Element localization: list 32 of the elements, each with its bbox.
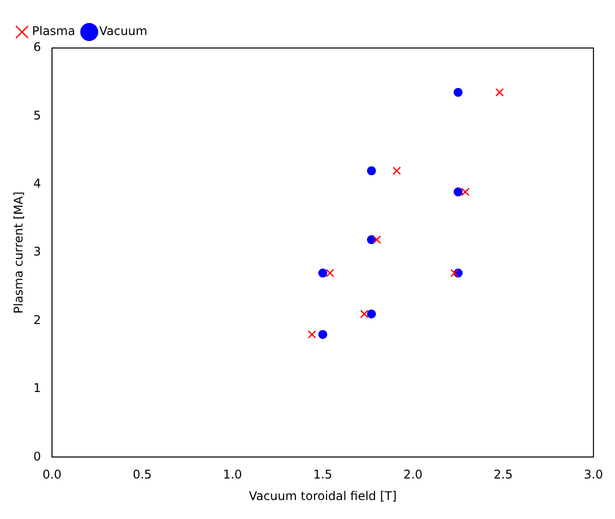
point [392, 166, 401, 175]
point [318, 330, 328, 339]
point [366, 166, 376, 176]
legend-label: Vacuum [99, 24, 148, 38]
legend-label: Plasma [32, 24, 76, 38]
y-tick-label: 5 [33, 108, 42, 122]
y-tick-label: 0 [33, 449, 42, 464]
point [450, 268, 459, 278]
y-axis-title: Plasma current [MA] [11, 192, 26, 314]
point [454, 187, 463, 196]
point [454, 88, 463, 97]
point [318, 268, 328, 278]
point [308, 330, 316, 339]
x-tick-label: 3.0 [584, 468, 604, 482]
point [461, 188, 470, 196]
x-tick-label: 2.0 [403, 468, 423, 482]
x-tick-label: 1.5 [313, 468, 332, 482]
x-axis-title: Vacuum toroidal field [T] [248, 488, 397, 503]
x-tick-label: 0.5 [132, 468, 152, 482]
x-tick-label: 0.0 [42, 468, 62, 482]
point [326, 268, 334, 278]
x-tick-label: 1.0 [222, 468, 242, 482]
y-tick-label: 1 [33, 381, 42, 396]
point [372, 235, 382, 244]
x-tick-label: 2.5 [494, 468, 513, 482]
point [495, 88, 504, 97]
point [360, 310, 368, 318]
y-tick-label: 2 [33, 312, 42, 327]
point [366, 309, 376, 318]
y-tick-label: 4 [33, 176, 42, 191]
y-tick-label: 3 [33, 244, 42, 259]
y-tick-label: 6 [33, 40, 42, 54]
